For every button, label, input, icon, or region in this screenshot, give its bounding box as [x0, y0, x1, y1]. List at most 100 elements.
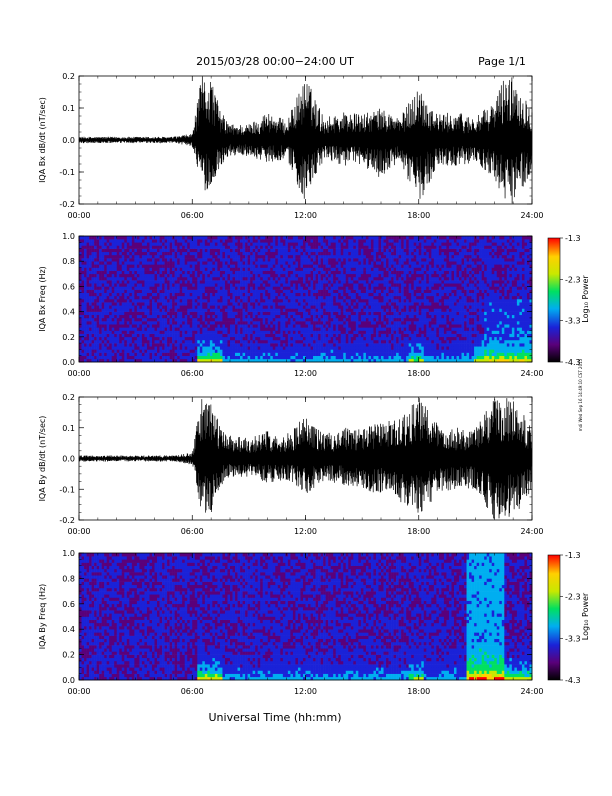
spectrogram-cell — [348, 337, 351, 340]
spectrogram-cell — [172, 277, 175, 280]
spectrogram-cell — [376, 268, 379, 271]
spectrogram-cell — [92, 236, 95, 239]
spectrogram-cell — [175, 296, 178, 299]
spectrogram-cell — [371, 327, 374, 330]
spectrogram-cell — [217, 299, 220, 302]
spectrogram-cell — [227, 337, 230, 340]
spectrogram-cell — [255, 331, 258, 334]
spectrogram-cell — [112, 274, 115, 277]
spectrogram-cell — [222, 242, 225, 245]
spectrogram-cell — [373, 318, 376, 321]
spectrogram-cell — [295, 255, 298, 258]
spectrogram-cell — [190, 346, 193, 349]
spectrogram-cell — [144, 308, 147, 311]
spectrogram-cell — [165, 274, 168, 277]
spectrogram-cell — [368, 299, 371, 302]
spectrogram-cell — [333, 337, 336, 340]
spectrogram-cell — [155, 293, 158, 296]
spectrogram-cell — [129, 343, 132, 346]
spectrogram-cell — [84, 321, 87, 324]
spectrogram-cell — [129, 268, 132, 271]
spectrogram-cell — [210, 318, 213, 321]
spectrogram-cell — [122, 258, 125, 261]
spectrogram-cell — [288, 324, 291, 327]
spectrogram-cell — [230, 337, 233, 340]
spectrogram-cell — [328, 296, 331, 299]
spectrogram-cell — [187, 239, 190, 242]
spectrogram-cell — [132, 346, 135, 349]
spectrogram-cell — [200, 249, 203, 252]
spectrogram-cell — [343, 331, 346, 334]
spectrogram-cell — [273, 299, 276, 302]
spectrogram-cell — [381, 286, 384, 289]
spectrogram-cell — [84, 258, 87, 261]
spectrogram-cell — [82, 356, 85, 359]
spectrogram-cell — [97, 258, 100, 261]
spectrogram-cell — [182, 274, 185, 277]
spectrogram-cell — [222, 271, 225, 274]
spectrogram-cell — [165, 318, 168, 321]
spectrogram-cell — [147, 349, 150, 352]
spectrogram-cell — [321, 258, 324, 261]
spectrogram-cell — [147, 277, 150, 280]
spectrogram-cell — [363, 261, 366, 264]
spectrogram-cell — [283, 252, 286, 255]
spectrogram-cell — [89, 340, 92, 343]
spectrogram-cell — [240, 277, 243, 280]
spectrogram-cell — [147, 242, 150, 245]
spectrogram-cell — [104, 299, 107, 302]
spectrogram-cell — [288, 337, 291, 340]
spectrogram-cell — [139, 236, 142, 239]
spectrogram-cell — [343, 274, 346, 277]
spectrogram-cell — [363, 242, 366, 245]
spectrogram-cell — [303, 312, 306, 315]
spectrogram-cell — [253, 349, 256, 352]
spectrogram-cell — [240, 334, 243, 337]
spectrogram-cell — [197, 277, 200, 280]
spectrogram-cell — [366, 337, 369, 340]
spectrogram-cell — [258, 324, 261, 327]
spectrogram-cell — [316, 318, 319, 321]
spectrogram-cell — [175, 242, 178, 245]
spectrogram-cell — [195, 277, 198, 280]
spectrogram-cell — [180, 343, 183, 346]
spectrogram-cell — [346, 242, 349, 245]
spectrogram-cell — [356, 302, 359, 305]
spectrogram-cell — [149, 337, 152, 340]
spectrogram-cell — [298, 239, 301, 242]
spectrogram-cell — [107, 258, 110, 261]
spectrogram-cell — [227, 274, 230, 277]
spectrogram-cell — [180, 280, 183, 283]
spectrogram-cell — [376, 258, 379, 261]
spectrogram-cell — [82, 331, 85, 334]
spectrogram-cell — [172, 299, 175, 302]
spectrogram-cell — [298, 327, 301, 330]
spectrogram-cell — [127, 255, 130, 258]
spectrogram-cell — [195, 312, 198, 315]
spectrogram-cell — [79, 312, 82, 315]
spectrogram-cell — [109, 293, 112, 296]
spectrogram-cell — [155, 349, 158, 352]
spectrogram-cell — [104, 283, 107, 286]
spectrogram-cell — [132, 277, 135, 280]
spectrogram-cell — [351, 302, 354, 305]
spectrogram-cell — [84, 277, 87, 280]
spectrogram-cell — [273, 343, 276, 346]
spectrogram-cell — [192, 264, 195, 267]
spectrogram-cell — [363, 249, 366, 252]
spectrogram-cell — [170, 315, 173, 318]
spectrogram-cell — [265, 318, 268, 321]
spectrogram-cell — [170, 293, 173, 296]
spectrogram-cell — [99, 283, 102, 286]
spectrogram-cell — [318, 242, 321, 245]
spectrogram-cell — [273, 346, 276, 349]
spectrogram-cell — [205, 242, 208, 245]
spectrogram-cell — [351, 334, 354, 337]
spectrogram-cell — [162, 255, 165, 258]
spectrogram-cell — [338, 334, 341, 337]
spectrogram-cell — [285, 353, 288, 356]
spectrogram-cell — [298, 252, 301, 255]
spectrogram-cell — [300, 245, 303, 248]
spectrogram-cell — [149, 271, 152, 274]
spectrogram-cell — [318, 252, 321, 255]
